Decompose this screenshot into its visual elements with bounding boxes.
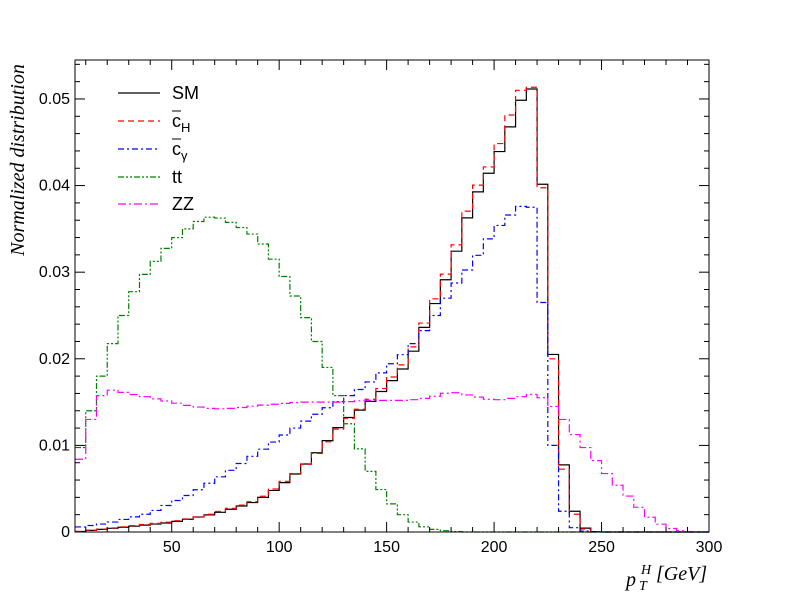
x-axis-label-sub: T bbox=[639, 579, 648, 592]
x-tick-label: 250 bbox=[588, 539, 615, 556]
y-tick-label: 0.02 bbox=[39, 351, 70, 368]
x-tick-label: 50 bbox=[163, 539, 181, 556]
legend: SM cH cγ tt ZZ bbox=[118, 83, 199, 214]
legend-label-c-h: cH bbox=[172, 111, 190, 135]
legend-label-c-: cγ bbox=[172, 139, 188, 163]
y-tick-label: 0.05 bbox=[39, 91, 70, 108]
series-line-c-h bbox=[75, 86, 709, 533]
y-tick-label: 0.01 bbox=[39, 437, 70, 454]
plot-background bbox=[75, 60, 709, 532]
x-tick-label: 150 bbox=[373, 539, 400, 556]
y-tick-label: 0.03 bbox=[39, 264, 70, 281]
axes-layer: 50 100 150 200 250 300 0 0.01 0.02 0.03 0.04 0.05 bbox=[39, 59, 723, 556]
x-tick-label: 200 bbox=[481, 539, 508, 556]
legend-label-zz: ZZ bbox=[172, 194, 194, 214]
legend-label-sm: SM bbox=[172, 83, 199, 103]
x-tick-label: 100 bbox=[266, 539, 293, 556]
x-axis-label-unit: [GeV] bbox=[656, 563, 707, 585]
plot-frame bbox=[74, 59, 710, 533]
plot-area bbox=[75, 60, 709, 532]
series-line-zz bbox=[75, 389, 709, 533]
y-axis-label: Normalized distribution bbox=[7, 64, 29, 257]
x-axis-label-sup: H bbox=[640, 563, 652, 578]
x-tick-label: 300 bbox=[696, 539, 723, 556]
x-axis-label: p H T [GeV] bbox=[624, 563, 707, 592]
series-line-c- bbox=[75, 205, 709, 533]
y-tick-label: 0 bbox=[61, 524, 70, 541]
y-tick-label: 0.04 bbox=[39, 178, 70, 195]
legend-label-tt: tt bbox=[172, 167, 182, 187]
x-axis-label-base: p bbox=[624, 569, 636, 591]
